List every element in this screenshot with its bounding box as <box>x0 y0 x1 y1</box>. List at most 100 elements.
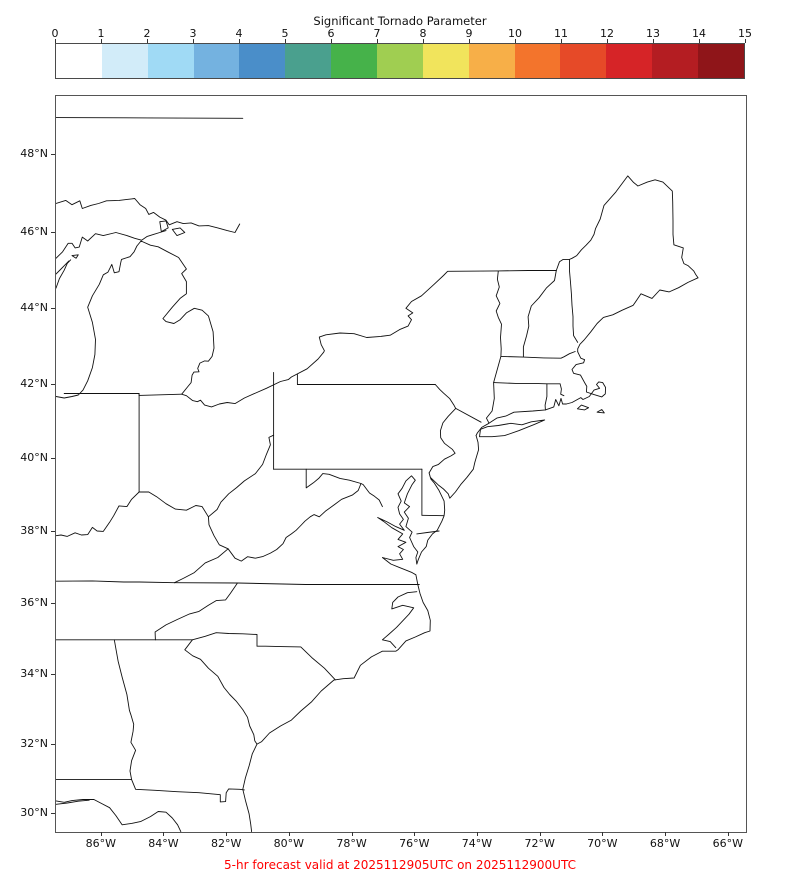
colorbar-tick-mark <box>423 39 424 43</box>
colorbar-segment-10 <box>514 44 561 78</box>
colorbar-tick-label: 5 <box>281 27 289 40</box>
y-tick-label: 48°N <box>20 146 48 160</box>
colorbar-tick-label: 2 <box>143 27 151 40</box>
colorbar-tick-label: 15 <box>738 27 752 40</box>
map-shape-nc-sounds <box>381 591 418 649</box>
map-shape-nantucket <box>596 409 605 414</box>
colorbar-tick-label: 0 <box>51 27 59 40</box>
colorbar-tick-mark <box>607 39 608 43</box>
y-tick-label: 30°N <box>20 805 48 819</box>
colorbar-tick-label: 13 <box>646 27 660 40</box>
x-tick-label: 84°W <box>148 837 179 850</box>
colorbar-segment-6 <box>331 44 378 78</box>
x-tick-label: 86°W <box>85 837 116 850</box>
x-tick-label: 72°W <box>524 837 555 850</box>
map-shape-washington-island <box>71 254 79 259</box>
map-shape-vt-nh-border <box>522 270 557 358</box>
map-shape-md-va-delmarva-border <box>416 530 440 535</box>
colorbar-segment-2 <box>147 44 194 78</box>
y-tick-mark <box>51 383 55 385</box>
colorbar-tick-mark <box>377 39 378 43</box>
x-tick-mark <box>288 832 290 836</box>
x-tick-label: 82°W <box>210 837 242 850</box>
map-shape-potomac-md-border <box>305 468 383 508</box>
x-tick-mark <box>163 832 165 836</box>
colorbar-tick-mark <box>285 39 286 43</box>
map-shape-ohio-river-west <box>56 491 140 537</box>
colorbar-segment-12 <box>606 44 653 78</box>
x-tick-mark <box>476 832 478 836</box>
y-tick-label: 40°N <box>20 450 48 464</box>
colorbar-segment-11 <box>560 44 607 78</box>
x-tick-mark <box>602 832 604 836</box>
x-tick-label: 76°W <box>399 837 430 850</box>
colorbar-tick-label: 12 <box>600 27 614 40</box>
map-shape-gulf-coast <box>56 799 182 832</box>
colorbar-segment-13 <box>652 44 699 78</box>
colorbar-tick-label: 1 <box>97 27 105 40</box>
y-tick-label: 44°N <box>20 301 48 315</box>
colorbar-segment-5 <box>285 44 332 78</box>
map-shape-ga-al-border <box>113 639 137 781</box>
map-shape-st-joseph-island <box>159 220 169 233</box>
map-shape-wv-va-border <box>227 483 362 562</box>
y-tick-label: 38°N <box>20 524 48 538</box>
y-tick-label: 34°N <box>20 667 48 681</box>
map-shape-green-bay-shore <box>56 260 70 275</box>
map-shape-delaware-river <box>428 384 457 474</box>
colorbar-segment-1 <box>101 44 148 78</box>
colorbar-segment-0 <box>56 44 102 78</box>
map-shape-carolina-georgia-coast <box>242 584 431 832</box>
map-shape-ny-vt-champlain-border <box>495 270 502 357</box>
map-shape-nj-delaware-coast <box>416 435 480 565</box>
x-tick-mark <box>665 832 667 836</box>
map-shape-canada-superior-boundary <box>56 117 244 119</box>
colorbar-tick-mark <box>239 39 240 43</box>
y-tick-mark <box>51 674 55 676</box>
x-tick-mark <box>226 832 228 836</box>
y-tick-mark <box>51 744 55 746</box>
map-canvas <box>56 117 699 832</box>
x-tick-label: 68°W <box>649 837 681 850</box>
colorbar-segment-7 <box>377 44 423 78</box>
map-shape-wv-oh-river <box>207 434 275 518</box>
colorbar-tick-mark <box>515 39 516 43</box>
colorbar-tick-mark <box>331 39 332 43</box>
colorbar-segment-3 <box>193 44 240 78</box>
map-shape-va-nc-border <box>174 582 420 585</box>
y-tick-mark <box>51 603 55 605</box>
map-shape-nh-me-border <box>569 258 579 343</box>
map-shape-ky-tn-border <box>56 580 175 584</box>
x-tick-mark <box>414 832 416 836</box>
colorbar-tick-mark <box>561 39 562 43</box>
colorbar-tick-mark <box>699 39 700 43</box>
x-tick-label: 78°W <box>336 837 367 850</box>
y-tick-mark <box>51 812 55 814</box>
map-shape-ma-north-border <box>500 351 576 359</box>
x-tick-mark <box>351 832 353 836</box>
y-tick-label: 36°N <box>20 596 48 610</box>
x-tick-label: 66°W <box>712 837 743 850</box>
map-shape-marthas-vineyard <box>576 404 590 411</box>
map-shape-wisconsin-lake-shore <box>56 259 72 289</box>
map-shape-nj-ny-border <box>455 407 482 423</box>
map-shape-newengland-coast <box>475 351 607 437</box>
y-tick-mark <box>51 308 55 310</box>
colorbar-tick-mark <box>745 39 746 43</box>
colorbar-tick-label: 9 <box>465 27 473 40</box>
forecast-caption: 5-hr forecast valid at 2025112905UTC on … <box>224 858 576 872</box>
map-shape-ri-ct-border <box>544 383 548 411</box>
colorbar-segment-14 <box>698 44 744 78</box>
map-shape-ky-va-border <box>174 548 229 584</box>
x-tick-label: 80°W <box>273 837 305 850</box>
colorbar-segment-4 <box>239 44 286 78</box>
map-shape-superior-north-channel-shore <box>56 198 241 233</box>
map-shape-tn-nc-border <box>154 582 238 641</box>
y-tick-mark <box>51 457 55 459</box>
y-tick-label: 42°N <box>20 376 48 390</box>
colorbar-tick-mark <box>101 39 102 43</box>
colorbar-tick-label: 14 <box>692 27 706 40</box>
x-tick-mark <box>727 832 729 836</box>
colorbar <box>55 43 745 79</box>
map-shape-ohio-river-east <box>138 491 229 550</box>
